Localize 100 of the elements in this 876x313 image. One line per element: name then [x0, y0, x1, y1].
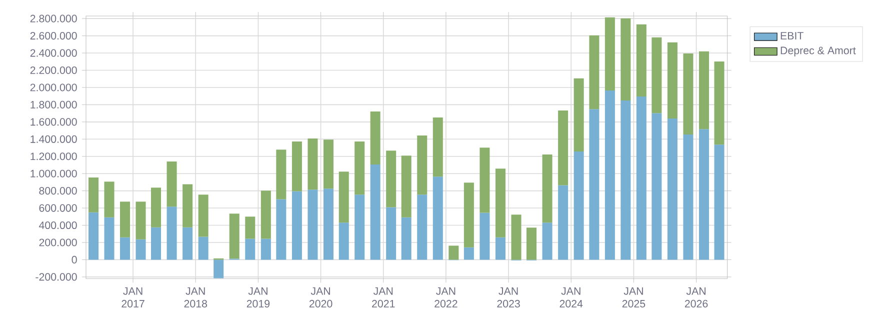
bar [104, 182, 114, 218]
bar [511, 214, 522, 260]
bar [308, 190, 318, 260]
x-tick-label: JAN 2020 [309, 287, 332, 308]
bar [589, 109, 600, 260]
bar [182, 227, 193, 260]
bar [151, 227, 162, 260]
bar [558, 110, 568, 186]
bar [166, 162, 177, 207]
bar [464, 182, 474, 248]
bar [120, 202, 130, 238]
y-tick-label: 2.200.000 [30, 66, 77, 74]
y-tick-label: 0 [72, 256, 77, 264]
bar [292, 191, 302, 260]
bar [229, 214, 240, 259]
legend-label: Deprec & Amort [780, 46, 856, 56]
bar [338, 222, 349, 260]
bar [620, 100, 631, 260]
x-tick-label: JAN 2026 [684, 287, 708, 308]
bar [683, 134, 694, 260]
bar [151, 188, 162, 228]
bar [198, 236, 208, 260]
bar [214, 260, 224, 278]
bar [276, 150, 286, 200]
bar [480, 212, 490, 260]
bar [495, 237, 506, 260]
bar [699, 129, 710, 260]
bar [323, 140, 334, 189]
bar [620, 18, 631, 100]
y-tick-label: 1.600.000 [30, 118, 77, 126]
bar [417, 136, 428, 195]
bar [636, 24, 646, 97]
bar [323, 188, 334, 260]
bar [558, 185, 568, 260]
bar [198, 194, 208, 237]
x-tick-label: JAN 2025 [622, 287, 646, 308]
bar [88, 177, 99, 212]
x-tick-label: JAN 2021 [372, 287, 395, 308]
y-tick-label: 400.000 [38, 221, 77, 230]
bar [136, 202, 146, 240]
bar [370, 111, 380, 165]
bar [182, 184, 193, 228]
bar [432, 176, 443, 260]
bar [480, 148, 490, 213]
bar [699, 51, 710, 130]
y-tick-label: 800.000 [39, 187, 77, 195]
x-tick-label: JAN 2019 [246, 287, 270, 308]
x-tick-label: JAN 2022 [434, 287, 458, 308]
bar [104, 217, 114, 260]
bar [714, 144, 724, 260]
bar [589, 35, 600, 110]
bar [401, 217, 412, 260]
bar [354, 142, 365, 195]
bar [574, 78, 584, 152]
bar [166, 206, 177, 260]
bar [136, 239, 146, 260]
y-tick-label: 2.600.000 [30, 32, 77, 40]
bar [245, 216, 256, 239]
bar [386, 207, 396, 260]
bar [714, 61, 724, 145]
bar [667, 42, 678, 118]
bar [292, 142, 302, 192]
x-tick-label: JAN 2024 [560, 287, 583, 308]
bar [276, 199, 286, 260]
bar [448, 246, 459, 260]
bar [370, 164, 380, 260]
y-tick-label: 2.400.000 [30, 49, 77, 57]
bar [542, 222, 552, 260]
bar [464, 247, 474, 260]
bar [308, 138, 318, 190]
y-tick-label: 2.000.000 [30, 84, 77, 92]
bar [88, 212, 99, 260]
bar [574, 152, 584, 260]
bar [604, 17, 615, 90]
bar [401, 156, 412, 218]
y-tick-label: 1.400.000 [30, 135, 77, 143]
bar [604, 90, 615, 260]
y-tick-label: 1.000.000 [30, 170, 77, 178]
y-tick-label: 600.000 [39, 204, 77, 212]
bar [386, 150, 396, 208]
bar [417, 194, 428, 260]
y-tick-label: 200.000 [39, 238, 77, 246]
bar [338, 172, 349, 223]
bar [245, 238, 256, 260]
bar [495, 168, 506, 238]
bar [260, 190, 271, 239]
y-tick-label: 2.800.000 [30, 14, 77, 22]
legend-label: EBIT [780, 32, 804, 40]
x-tick-label: JAN 2017 [122, 287, 144, 308]
y-tick-label: 1.800.000 [30, 100, 77, 108]
bar [120, 237, 130, 260]
bar [432, 118, 443, 177]
bar [260, 238, 271, 260]
bar [652, 113, 662, 260]
bar [354, 194, 365, 260]
y-tick-label: -200.000 [36, 273, 77, 281]
x-tick-label: JAN 2023 [497, 287, 520, 308]
bar [652, 37, 662, 114]
bar [636, 96, 646, 260]
bar [667, 118, 678, 260]
